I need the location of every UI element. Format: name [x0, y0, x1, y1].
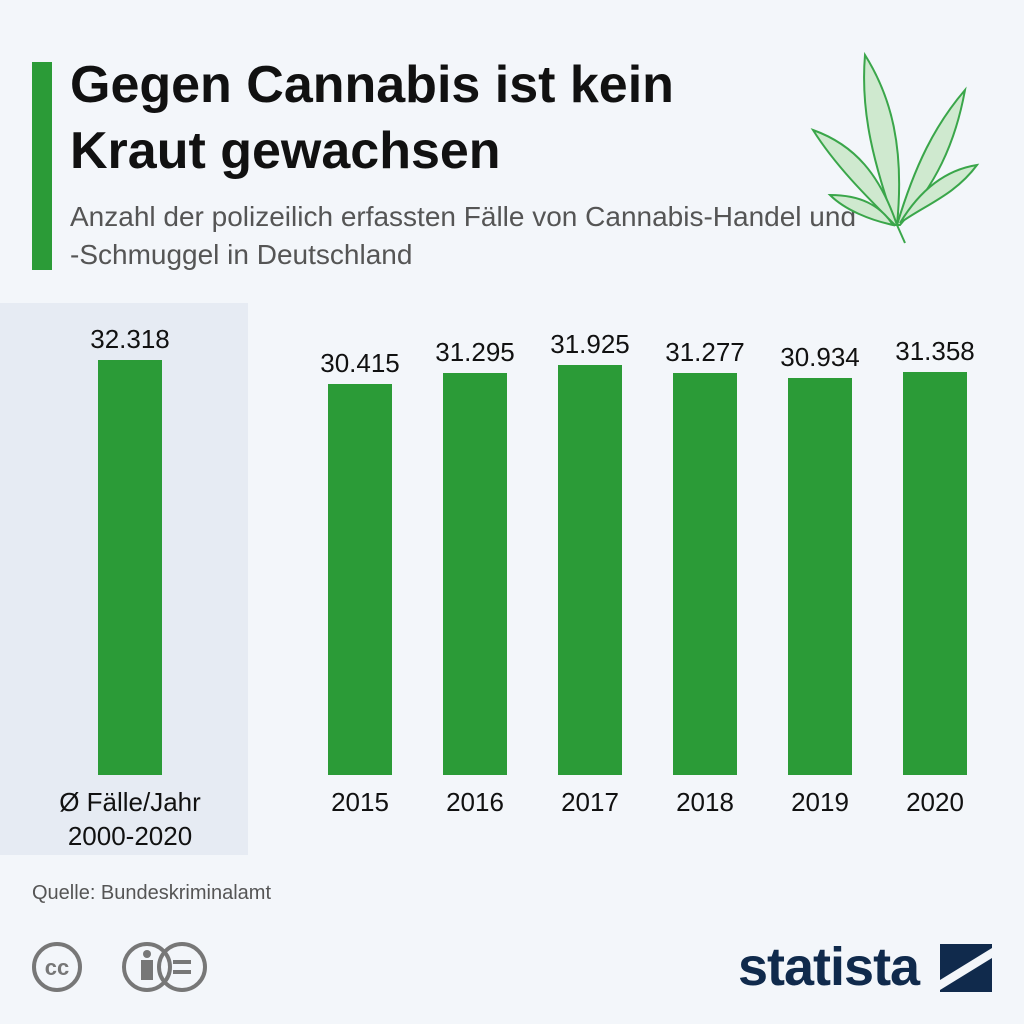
bar: [443, 373, 507, 775]
accent-bar: [32, 62, 52, 270]
source: Quelle: Bundeskriminalamt: [32, 882, 271, 904]
brand: statista: [738, 937, 920, 997]
value-label: 30.415: [320, 348, 400, 379]
license-icons: cc: [32, 942, 207, 992]
x-tick-label: Ø Fälle/Jahr 2000-2020: [59, 787, 201, 851]
value-label: 31.358: [895, 336, 975, 367]
cc-icon: cc: [45, 955, 69, 980]
x-tick-label: 2017: [561, 787, 619, 817]
x-tick-label: 2020: [906, 787, 964, 817]
x-tick-label: 2015: [331, 787, 389, 817]
bar: [903, 372, 967, 775]
bar: [558, 365, 622, 775]
leaf-icon: [810, 51, 980, 244]
chart-title: Gegen Cannabis ist kein Kraut gewachsen: [70, 56, 674, 180]
value-label: 31.925: [550, 329, 630, 360]
value-label: 30.934: [780, 341, 860, 372]
bar: [673, 373, 737, 775]
x-tick-label: 2019: [791, 787, 849, 817]
bar: [328, 384, 392, 775]
value-label: 31.277: [665, 337, 745, 368]
bar: [98, 360, 162, 775]
brand-logo: [940, 944, 992, 992]
chart-subtitle: Anzahl der polizeilich erfassten Fälle v…: [70, 201, 857, 270]
x-tick-label: 2016: [446, 787, 504, 817]
bar: [788, 377, 852, 775]
x-tick-label: 2018: [676, 787, 734, 817]
value-label: 32.318: [90, 324, 170, 354]
value-label: 31.295: [435, 337, 515, 368]
